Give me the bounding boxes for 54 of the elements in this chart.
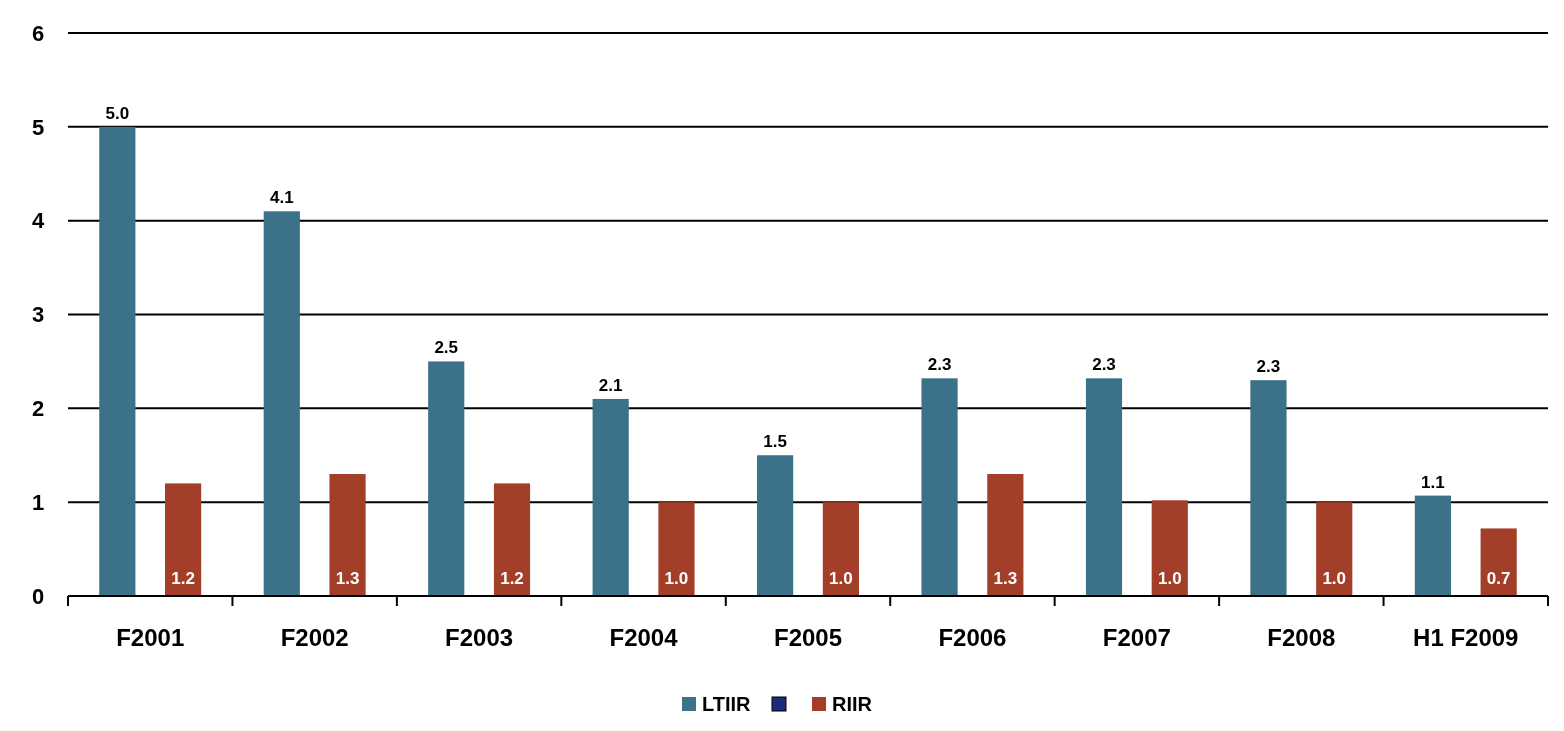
x-tick-label: F2006 (938, 624, 1007, 651)
data-label: 2.3 (1092, 355, 1116, 375)
bar (493, 483, 531, 596)
data-label: 2.3 (927, 355, 952, 375)
data-label: 1.0 (1157, 569, 1182, 588)
bar (1250, 380, 1287, 596)
bar (1151, 500, 1188, 596)
bar (822, 502, 859, 596)
bar (592, 398, 629, 596)
x-tick-label: F2003 (445, 624, 514, 651)
bar (428, 361, 465, 596)
y-tick-label: 6 (31, 20, 45, 46)
x-tick-label: H1 F2009 (1413, 624, 1519, 651)
x-tick-label: F2001 (116, 624, 185, 651)
data-label: 4.1 (269, 188, 294, 208)
bar (99, 126, 136, 596)
bar (921, 378, 958, 596)
data-label: 0.7 (1486, 569, 1511, 588)
data-label: 1.0 (664, 569, 689, 588)
bar (1085, 378, 1123, 596)
data-label: 2.5 (434, 338, 459, 358)
x-tick-label: F2002 (280, 624, 349, 651)
bar (1316, 502, 1353, 596)
y-tick-label: 5 (31, 114, 45, 140)
data-label: 1.0 (829, 569, 853, 588)
data-label: 1.0 (1322, 569, 1347, 588)
bar (1414, 495, 1451, 596)
bar (1480, 528, 1517, 596)
x-tick-label: F2007 (1102, 624, 1171, 651)
data-label: 5.0 (105, 103, 130, 123)
x-tick-label: F2008 (1267, 624, 1336, 651)
data-label: 1.2 (500, 569, 524, 588)
y-tick-label: 0 (31, 583, 45, 609)
data-label: 1.2 (171, 569, 195, 588)
y-tick-label: 4 (31, 208, 45, 234)
data-label: 2.3 (1256, 357, 1281, 377)
y-tick-label: 2 (31, 396, 45, 422)
data-label: 2.1 (598, 375, 623, 395)
x-tick-label: F2004 (609, 624, 679, 651)
bar (987, 474, 1024, 596)
bar (329, 474, 366, 596)
data-label: 1.1 (1421, 472, 1445, 492)
legend-label: RIIR (832, 693, 873, 715)
data-label: 1.5 (763, 432, 787, 452)
data-label: 1.3 (993, 569, 1018, 588)
y-tick-label: 3 (31, 302, 45, 328)
bar (757, 455, 794, 596)
data-label: 1.3 (335, 569, 360, 588)
bar (263, 211, 300, 596)
y-tick-label: 1 (31, 489, 45, 515)
bar (658, 502, 695, 596)
bar (165, 483, 202, 596)
legend-label: LTIIR (702, 693, 752, 715)
x-tick-label: F2005 (773, 624, 843, 651)
